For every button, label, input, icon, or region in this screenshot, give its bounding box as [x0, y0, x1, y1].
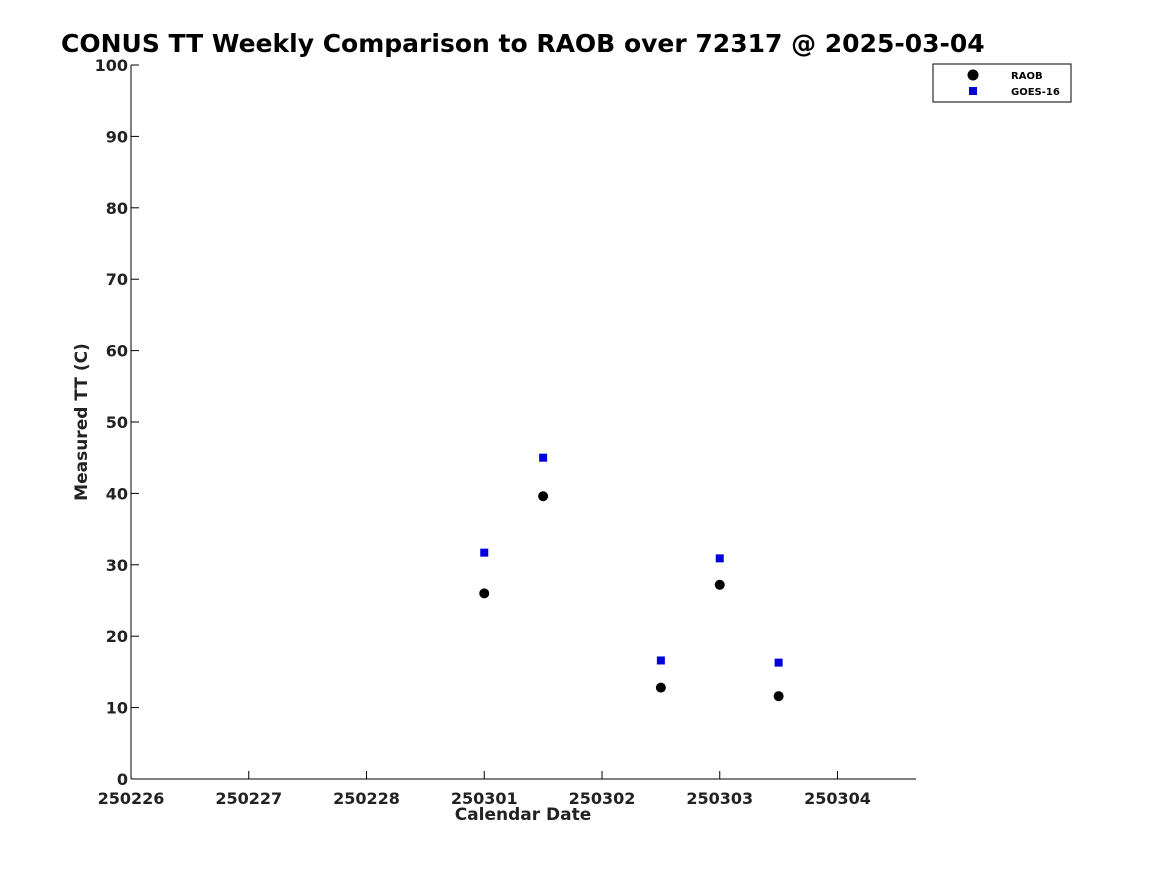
y-tick-label: 10	[106, 699, 128, 718]
y-axis-ticks: 0 10 20 30 40 50 60 70 80 90 100	[95, 56, 139, 789]
legend-marker-raob	[967, 69, 979, 81]
x-tick-label: 250226	[98, 789, 165, 808]
y-tick-label: 60	[106, 342, 128, 361]
y-tick-label: 30	[106, 556, 128, 575]
point-goes-16	[539, 453, 548, 462]
chart-title: CONUS TT Weekly Comparison to RAOB over …	[61, 29, 985, 58]
y-tick-label: 70	[106, 270, 128, 289]
x-tick-label: 250301	[451, 789, 518, 808]
x-tick-label: 250227	[215, 789, 282, 808]
y-tick-label: 90	[106, 127, 128, 146]
legend-label-raob: RAOB	[1011, 71, 1043, 82]
y-tick-label: 20	[106, 627, 128, 646]
point-goes-16	[480, 548, 489, 557]
point-goes-16	[774, 658, 783, 667]
point-goes-16	[715, 554, 724, 563]
point-raob	[655, 682, 666, 693]
x-axis-ticks: 250226 250227 250228 250301 250302 250303 2503…	[98, 771, 871, 808]
point-raob	[714, 579, 725, 590]
data-points	[479, 453, 784, 702]
y-tick-label: 80	[106, 199, 128, 218]
point-raob	[773, 691, 784, 702]
legend-box	[932, 63, 1072, 103]
x-tick-label: 250302	[569, 789, 636, 808]
x-tick-label: 250303	[686, 789, 753, 808]
legend: RAOB GOES-16	[932, 63, 1072, 103]
y-tick-label: 40	[106, 484, 128, 503]
x-tick-label: 250228	[333, 789, 400, 808]
plot-area	[130, 65, 916, 780]
point-goes-16	[656, 656, 665, 665]
x-tick-label: 250304	[804, 789, 871, 808]
point-raob	[479, 588, 490, 599]
x-axis-label: Calendar Date	[455, 805, 592, 825]
y-tick-label: 0	[117, 770, 128, 789]
y-tick-label: 50	[106, 413, 128, 432]
y-tick-label: 100	[95, 56, 128, 75]
y-axis-label: Measured TT (C)	[72, 343, 92, 501]
point-raob	[538, 491, 549, 502]
legend-label-goes-16: GOES-16	[1011, 87, 1060, 98]
legend-marker-goes-16	[969, 87, 977, 95]
